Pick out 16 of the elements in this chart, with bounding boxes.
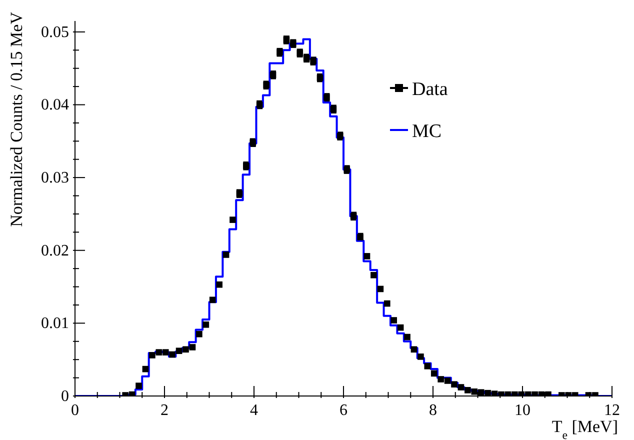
y-tick-label: 0.04: [41, 96, 69, 114]
legend-label: MC: [412, 121, 442, 142]
y-tick-label: 0.02: [41, 242, 69, 260]
x-tick-label: 4: [250, 402, 258, 419]
x-axis-title: T$_{e}$ [MeV]: [552, 417, 618, 440]
x-tick-label: 12: [604, 402, 620, 419]
y-tick-label: 0.03: [41, 170, 69, 187]
x-tick-label: 6: [340, 402, 348, 419]
x-tick-label: 2: [160, 402, 168, 419]
y-tick-label: 0: [61, 388, 69, 405]
x-tick-label: 10: [514, 402, 530, 419]
legend-label: Data: [412, 79, 448, 100]
x-tick-label: 8: [429, 402, 437, 419]
y-axis-title: Normalized Counts / 0.15 MeV: [7, 11, 26, 227]
y-tick-label: 0.01: [41, 315, 69, 332]
y-tick-label: 0.05: [41, 24, 69, 41]
